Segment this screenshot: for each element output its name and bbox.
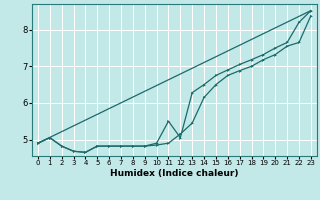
X-axis label: Humidex (Indice chaleur): Humidex (Indice chaleur): [110, 169, 239, 178]
